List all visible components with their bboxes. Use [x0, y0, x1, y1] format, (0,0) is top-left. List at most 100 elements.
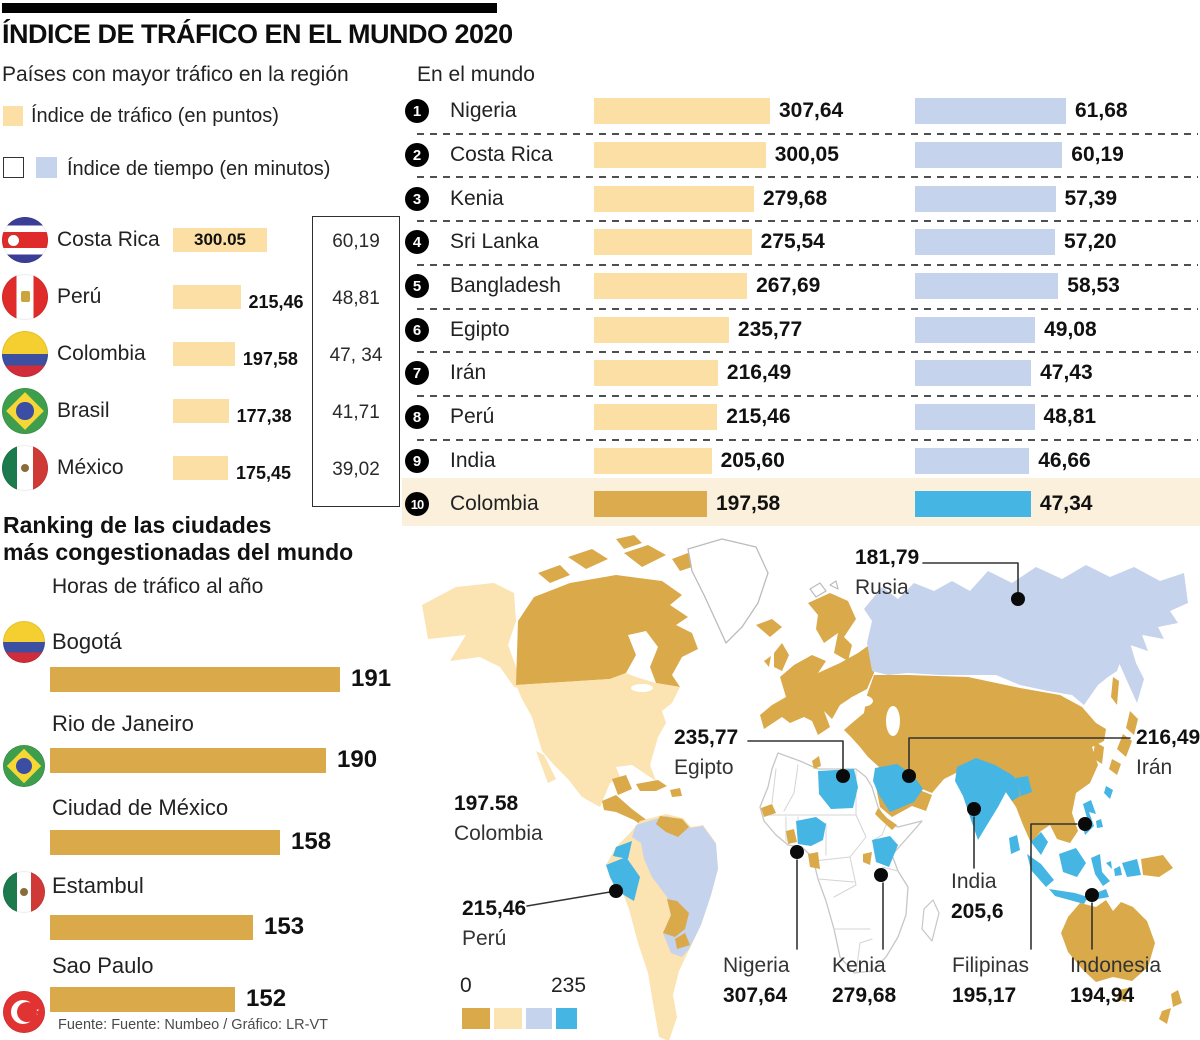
points-bar: [594, 229, 752, 255]
minutes-value: 47,34: [1039, 492, 1093, 515]
time-legend-swatch: [36, 157, 57, 178]
map-oceania: [1061, 855, 1182, 1024]
points-bar: [594, 317, 729, 343]
region-row: Perú 215,46: [0, 274, 400, 324]
minutes-value: 60,19: [332, 231, 380, 252]
points-bar: 300.05: [173, 228, 267, 252]
minutes-value: 39,02: [332, 459, 380, 480]
minutes-value: 46,66: [1038, 449, 1091, 472]
points-bar: [594, 273, 748, 299]
minutes-bar: [915, 360, 1032, 386]
row-divider: [417, 308, 1198, 310]
points-value: 197,58: [242, 348, 298, 369]
country-label: Egipto: [450, 318, 510, 341]
minutes-value: 48,81: [1043, 405, 1097, 428]
row-divider: [417, 351, 1198, 353]
points-value: 300,05: [774, 143, 839, 166]
title-rule: [2, 3, 497, 13]
flag-mexico-icon: [3, 871, 45, 913]
row-divider: [417, 176, 1198, 178]
world-row: 3 Kenia 279,68 57,39: [405, 177, 1200, 221]
cities-title-line1: Ranking de las ciudades: [3, 512, 272, 538]
minutes-value: 41,71: [332, 402, 380, 423]
source-credit: Fuente: Fuente: Numbeo / Gráfico: LR-VT: [58, 1017, 328, 1033]
hours-bar: [50, 914, 253, 940]
map-annotation-indonesia: Indonesia 194,94: [1070, 954, 1162, 1007]
minutes-bar: [915, 448, 1030, 474]
flag-turquia-icon: [3, 991, 45, 1033]
map-russia: [864, 565, 1188, 705]
city-label: Rio de Janeiro: [52, 711, 194, 736]
world-row: 7 Irán 216,49 47,43: [405, 351, 1200, 395]
points-value: 197,58: [716, 492, 781, 515]
region-row: México 175,45: [0, 445, 400, 495]
world-map-svg: [422, 535, 1188, 1040]
country-label: Brasil: [57, 399, 110, 422]
traffic-legend-label: Índice de tráfico (en puntos): [31, 105, 279, 127]
world-row: 6 Egipto 235,77 49,08: [405, 308, 1200, 352]
world-row: 8 Perú 215,46 48,81: [405, 395, 1200, 439]
map-legend-swatch-blue: [556, 1008, 577, 1029]
points-value: 235,77: [737, 318, 803, 341]
minutes-bar: [915, 142, 1063, 168]
hours-bar: [50, 986, 235, 1012]
minutes-bar: [915, 229, 1055, 255]
rank-badge: 7: [405, 361, 429, 385]
minutes-bar: [915, 98, 1066, 124]
map-legend-min: 0: [460, 974, 472, 997]
country-label: India: [450, 449, 496, 472]
map-north-america: [422, 535, 839, 832]
map-legend-swatch-cream: [494, 1008, 522, 1029]
points-value: 275,54: [760, 230, 825, 253]
map-dots: [609, 592, 1099, 902]
country-label: Costa Rica: [57, 228, 160, 251]
minutes-value: 57,39: [1064, 187, 1118, 210]
map-annotation-rusia: 181,79 Rusia: [855, 546, 920, 599]
row-divider: [417, 395, 1198, 397]
highlight-row-background: [402, 478, 1200, 526]
points-value: 307,64: [779, 99, 844, 122]
map-legend-swatch-gold: [462, 1008, 490, 1029]
cities-title-line2: más congestionadas del mundo: [3, 539, 354, 565]
hours-value: 190: [337, 746, 378, 773]
hours-bar: [50, 829, 280, 855]
hours-bar: [50, 747, 326, 773]
city-label: Bogotá: [52, 629, 122, 654]
region-row: Brasil 177,38: [0, 388, 400, 438]
map-africa: [759, 752, 940, 974]
cities-subtitle: Horas de tráfico al año: [52, 575, 264, 598]
points-bar: [594, 98, 770, 124]
minutes-bar: [915, 317, 1036, 343]
city-label: Sao Paulo: [52, 953, 154, 978]
map-annotation-kenia: Kenia 279,68: [832, 954, 897, 1007]
map-annotation-filipinas: Filipinas 195,17: [952, 954, 1030, 1007]
map-south-america: [606, 814, 718, 1040]
points-bar: [173, 456, 228, 480]
points-value: 267,69: [756, 274, 821, 297]
country-label: Nigeria: [450, 99, 517, 122]
map-leader-lines: [526, 562, 1131, 950]
world-row: 4 Sri Lanka 275,54 57,20: [405, 220, 1200, 264]
hours-value: 153: [264, 913, 305, 940]
map-legend-swatch-paleblue: [526, 1008, 552, 1029]
rank-badge: 6: [405, 318, 429, 342]
rank-badge: 3: [405, 187, 429, 211]
points-value: 279,68: [763, 187, 828, 210]
minutes-value: 58,53: [1067, 274, 1120, 297]
country-label: Colombia: [57, 342, 146, 365]
map-europe: [760, 593, 874, 735]
points-bar: [173, 342, 235, 366]
flag-peru-icon: [2, 274, 48, 320]
points-bar: [173, 285, 241, 309]
flag-colombia-icon: [3, 621, 45, 663]
rank-badge: 4: [405, 230, 429, 254]
traffic-legend-swatch: [3, 106, 23, 126]
minutes-value: 48,81: [332, 288, 380, 309]
points-value: 215,46: [248, 291, 304, 312]
points-value: 177,38: [236, 405, 292, 426]
points-bar: [594, 404, 718, 430]
flag-mexico-icon: [2, 445, 48, 491]
region-subtitle: Países con mayor tráfico en la región: [2, 63, 349, 86]
hours-bar: [50, 666, 340, 692]
world-row: 5 Bangladesh 267,69 58,53: [405, 264, 1200, 308]
